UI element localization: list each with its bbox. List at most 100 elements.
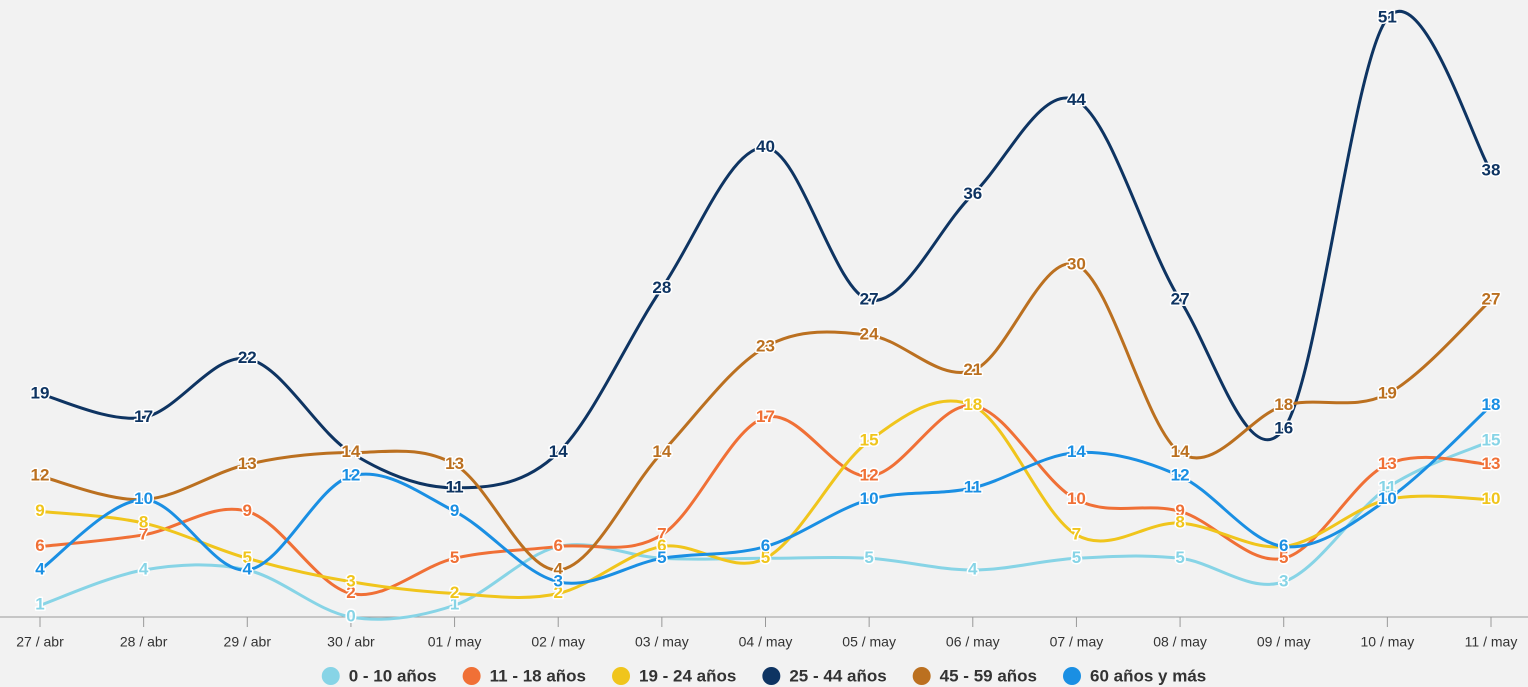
x-tick-label: 02 / may xyxy=(531,634,585,650)
data-label: 5 xyxy=(1279,548,1288,567)
x-tick-label: 28 / abr xyxy=(120,634,168,650)
legend-marker xyxy=(912,667,931,685)
data-label: 15 xyxy=(860,430,879,449)
data-label: 19 xyxy=(31,383,50,402)
data-label: 9 xyxy=(450,501,459,520)
data-label: 5 xyxy=(243,548,252,567)
data-label: 4 xyxy=(139,560,149,579)
series-line xyxy=(39,404,1493,585)
data-label: 27 xyxy=(1171,290,1190,309)
data-label: 12 xyxy=(341,466,360,485)
data-label: 13 xyxy=(445,454,464,473)
data-label: 10 xyxy=(134,489,153,508)
data-label: 12 xyxy=(1171,466,1190,485)
data-label: 18 xyxy=(963,395,982,414)
legend-label: 25 - 44 años xyxy=(789,666,886,685)
x-tick-label: 27 / abr xyxy=(16,634,64,650)
x-tick-label: 06 / may xyxy=(946,634,1000,650)
data-label: 7 xyxy=(1072,524,1081,543)
legend-label: 0 - 10 años xyxy=(349,666,437,685)
x-tick-label: 10 / may xyxy=(1361,634,1415,650)
data-label: 2 xyxy=(553,583,562,602)
data-label: 8 xyxy=(1175,513,1184,532)
data-label: 11 xyxy=(964,477,982,496)
data-label: 10 xyxy=(134,489,153,508)
legend-marker xyxy=(1063,667,1081,685)
data-label: 8 xyxy=(139,513,148,532)
data-label: 9 xyxy=(243,501,252,520)
data-label: 4 xyxy=(243,560,253,579)
x-tick-label: 04 / may xyxy=(739,634,793,650)
legend-marker xyxy=(612,667,631,685)
data-label: 10 xyxy=(1378,489,1397,508)
data-label: 3 xyxy=(346,571,355,590)
x-tick-label: 03 / may xyxy=(635,634,689,650)
data-label: 1 xyxy=(35,595,44,614)
data-label: 6 xyxy=(1279,536,1288,555)
data-label: 13 xyxy=(238,454,257,473)
series-line xyxy=(39,399,1492,599)
data-label: 13 xyxy=(1482,454,1501,473)
data-label: 12 xyxy=(860,466,879,485)
x-tick-label: 01 / may xyxy=(428,634,482,650)
data-label: 3 xyxy=(553,571,562,590)
data-label: 10 xyxy=(1067,489,1086,508)
legend-label: 11 - 18 años xyxy=(490,666,586,685)
data-label: 4 xyxy=(553,560,563,579)
series-line xyxy=(39,9,1493,490)
data-label: 17 xyxy=(134,407,153,426)
data-label: 7 xyxy=(139,524,148,543)
data-label: 5 xyxy=(450,548,459,567)
data-label: 24 xyxy=(860,325,879,344)
x-tick-label: 08 / may xyxy=(1153,634,1207,650)
data-label: 10 xyxy=(1482,489,1501,508)
data-label: 14 xyxy=(652,442,671,461)
data-label: 14 xyxy=(1171,442,1190,461)
legend-label: 19 - 24 años xyxy=(639,666,736,685)
data-label: 18 xyxy=(1482,395,1501,414)
data-label: 6 xyxy=(761,536,770,555)
data-label: 10 xyxy=(1378,489,1397,508)
data-label: 14 xyxy=(1067,442,1086,461)
x-tick-label: 09 / may xyxy=(1257,634,1311,650)
x-tick-label: 29 / abr xyxy=(224,634,272,650)
data-label: 18 xyxy=(963,395,982,414)
legend-label: 60 años y más xyxy=(1090,666,1206,685)
data-label: 6 xyxy=(553,536,562,555)
legend-marker xyxy=(321,667,340,685)
lines xyxy=(39,9,1493,621)
data-label: 36 xyxy=(963,184,982,203)
data-label: 5 xyxy=(1175,548,1184,567)
data-label: 18 xyxy=(1274,395,1293,414)
series-line xyxy=(39,404,1492,597)
data-label: 15 xyxy=(1482,430,1501,449)
data-label: 51 xyxy=(1378,8,1397,27)
series-line xyxy=(39,439,1492,621)
data-label: 6 xyxy=(657,536,666,555)
data-label: 6 xyxy=(553,536,562,555)
data-label: 30 xyxy=(1067,254,1086,273)
data-label: 6 xyxy=(35,536,44,555)
data-label: 0 xyxy=(346,606,355,625)
legend-label: 45 - 59 años xyxy=(940,666,1037,685)
x-tick-label: 07 / may xyxy=(1050,634,1104,650)
legend-marker xyxy=(462,667,481,685)
data-label: 7 xyxy=(657,524,666,543)
data-label: 16 xyxy=(1274,419,1293,438)
data-label: 11 xyxy=(446,477,464,496)
data-label: 5 xyxy=(761,548,770,567)
data-label: 19 xyxy=(1378,383,1397,402)
data-label: 4 xyxy=(243,560,253,579)
legend-marker xyxy=(762,667,781,685)
data-label: 10 xyxy=(860,489,879,508)
data-label: 44 xyxy=(1067,90,1086,109)
data-label: 13 xyxy=(1378,454,1397,473)
data-label: 17 xyxy=(756,407,775,426)
data-label: 2 xyxy=(450,583,459,602)
data-label: 14 xyxy=(549,442,568,461)
data-label: 28 xyxy=(652,278,671,297)
legend: 0 - 10 años 11 - 18 años 19 - 24 años 25 - … xyxy=(321,666,1206,685)
data-label: 5 xyxy=(761,548,770,567)
